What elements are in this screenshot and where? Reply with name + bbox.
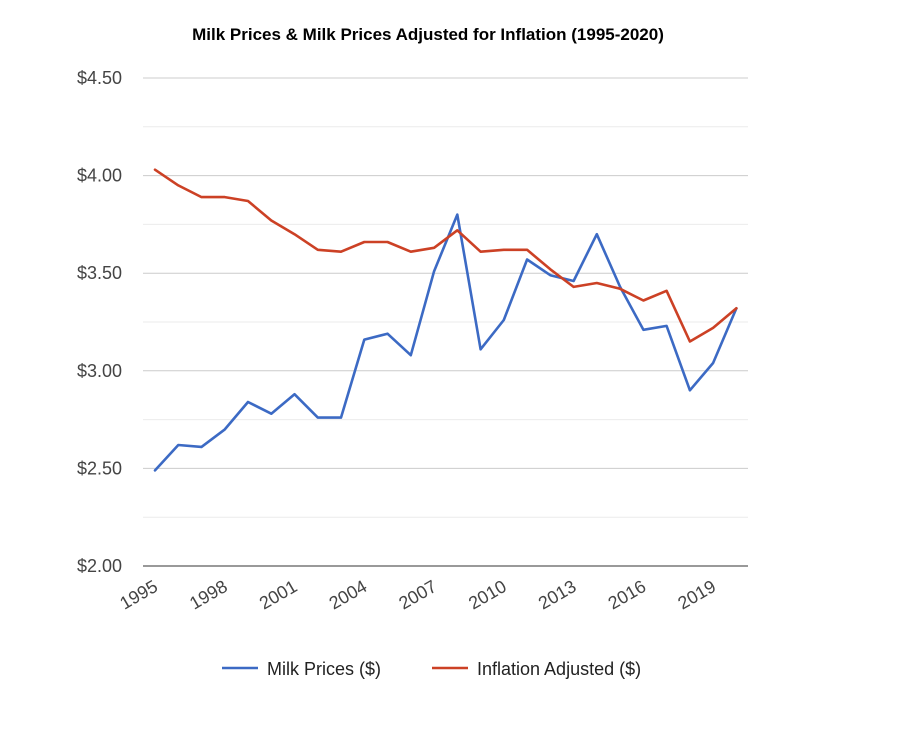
x-tick-label: 2010 (465, 576, 510, 613)
legend-label-1: Inflation Adjusted ($) (477, 659, 641, 679)
x-tick-label: 2007 (395, 576, 440, 613)
legend-label-0: Milk Prices ($) (267, 659, 381, 679)
y-tick-label: $2.00 (77, 556, 122, 576)
x-tick-label: 1995 (116, 576, 161, 613)
gridlines (143, 77, 748, 567)
y-tick-label: $4.50 (77, 68, 122, 88)
chart-title: Milk Prices & Milk Prices Adjusted for I… (192, 25, 664, 44)
y-axis-ticks: $2.00 $2.50 $3.00 $3.50 $4.00 $4.50 (77, 68, 122, 576)
x-tick-label: 2001 (256, 576, 301, 613)
series-line-1 (153, 168, 738, 343)
legend: Milk Prices ($) Inflation Adjusted ($) (222, 659, 641, 679)
y-tick-label: $4.00 (77, 166, 122, 186)
x-tick-label: 1998 (186, 576, 231, 613)
x-tick-label: 2019 (674, 576, 719, 613)
x-tick-label: 2016 (605, 576, 650, 613)
y-tick-label: $3.50 (77, 263, 122, 283)
y-tick-label: $2.50 (77, 458, 122, 478)
series-lines (153, 168, 738, 472)
y-tick-label: $3.00 (77, 361, 122, 381)
x-tick-label: 2004 (326, 576, 371, 613)
x-axis-ticks: 1995 1998 2001 2004 2007 2010 2013 2016 2019 (116, 576, 719, 613)
series-line-0 (153, 213, 738, 472)
x-tick-label: 2013 (535, 576, 580, 613)
